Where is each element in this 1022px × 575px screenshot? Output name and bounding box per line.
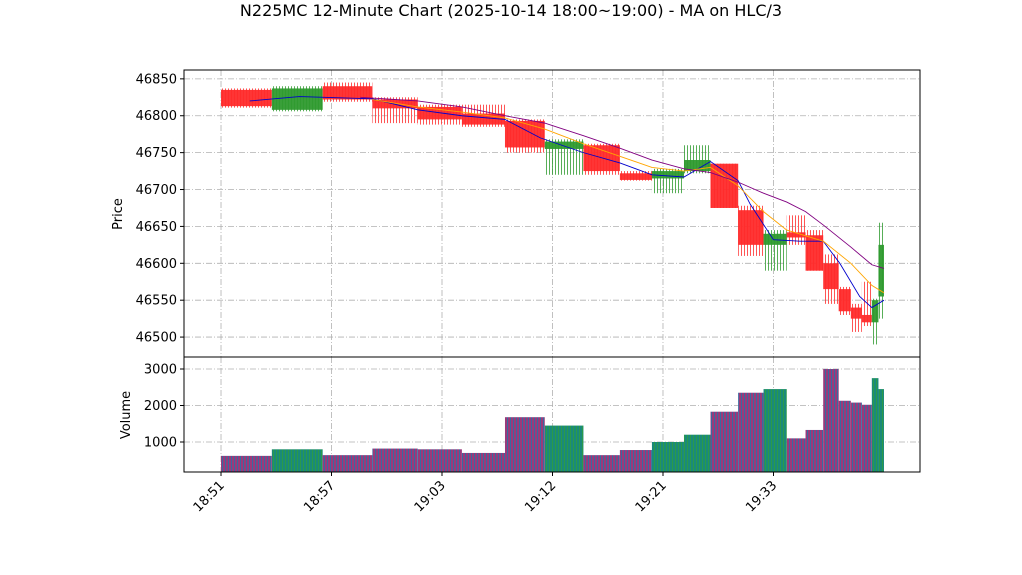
candle-wick — [861, 281, 872, 327]
moving-average-line — [360, 96, 885, 269]
candle-body — [738, 210, 764, 245]
volume-bar — [786, 438, 806, 472]
volume-bar — [850, 402, 862, 472]
y-tick-label: 46550 — [136, 294, 177, 309]
candle-body — [823, 263, 839, 290]
y-tick-label: 46800 — [136, 109, 177, 124]
y-tick-label: 46650 — [136, 220, 177, 235]
volume-bar — [683, 434, 711, 472]
x-tick-label: 18:57 — [301, 478, 338, 515]
volume-bar — [710, 411, 739, 472]
y-tick-label: 46700 — [136, 183, 177, 198]
y-tick-label: 46500 — [136, 331, 177, 346]
volume-bar — [823, 369, 839, 472]
candle-body — [763, 233, 787, 245]
candle-body — [861, 314, 872, 323]
y-tick-label: 46600 — [136, 257, 177, 272]
volume-tick-label: 2000 — [144, 399, 177, 414]
candle-body — [683, 160, 711, 172]
volume-bar — [417, 449, 462, 472]
volume-bar — [544, 425, 584, 472]
candle-body — [651, 171, 684, 179]
volume-bar — [871, 378, 879, 472]
candle-body — [544, 141, 584, 149]
volume-bar — [878, 389, 884, 472]
volume-bar — [372, 448, 418, 472]
candle-body — [871, 300, 879, 323]
x-tick-label: 19:12 — [522, 478, 559, 515]
moving-average-line — [372, 99, 885, 294]
y-axis-label: Price — [111, 198, 126, 230]
candle-body — [838, 289, 851, 312]
volume-bar — [763, 389, 787, 472]
volume-bar — [271, 449, 323, 472]
volume-bar — [221, 455, 272, 472]
candle-body — [271, 88, 323, 110]
moving-average-line — [249, 96, 885, 309]
volume-bar — [461, 452, 505, 472]
volume-axis-label: Volume — [119, 391, 134, 439]
volume-bar — [504, 417, 545, 472]
volume-bar — [322, 455, 373, 472]
candle-body — [850, 307, 862, 319]
candle-body — [786, 232, 806, 238]
volume-bar — [805, 429, 824, 472]
y-tick-label: 46750 — [136, 146, 177, 161]
candle-body — [221, 89, 272, 107]
price-panel-frame — [183, 69, 921, 358]
candle-body — [504, 120, 545, 148]
x-tick-label: 19:21 — [633, 478, 670, 515]
chart-title: N225MC 12-Minute Chart (2025-10-14 18:00… — [240, 1, 782, 20]
volume-bar — [583, 455, 620, 472]
volume-tick-label: 1000 — [144, 436, 177, 451]
volume-bar — [838, 400, 851, 472]
candle-body — [619, 173, 652, 180]
x-tick-label: 19:33 — [743, 478, 780, 515]
candle-body — [461, 113, 505, 125]
candle-body — [878, 244, 884, 297]
volume-bar — [651, 442, 684, 472]
volume-panel-frame — [183, 356, 921, 473]
volume-bar — [619, 450, 652, 472]
x-tick-label: 19:03 — [412, 478, 449, 515]
candle-body — [805, 235, 824, 271]
x-tick-label: 18:51 — [191, 478, 228, 515]
volume-tick-label: 3000 — [144, 363, 177, 378]
candle-body — [322, 86, 373, 100]
volume-bar — [861, 404, 872, 472]
volume-bar — [738, 392, 764, 472]
y-tick-label: 46850 — [136, 72, 177, 87]
